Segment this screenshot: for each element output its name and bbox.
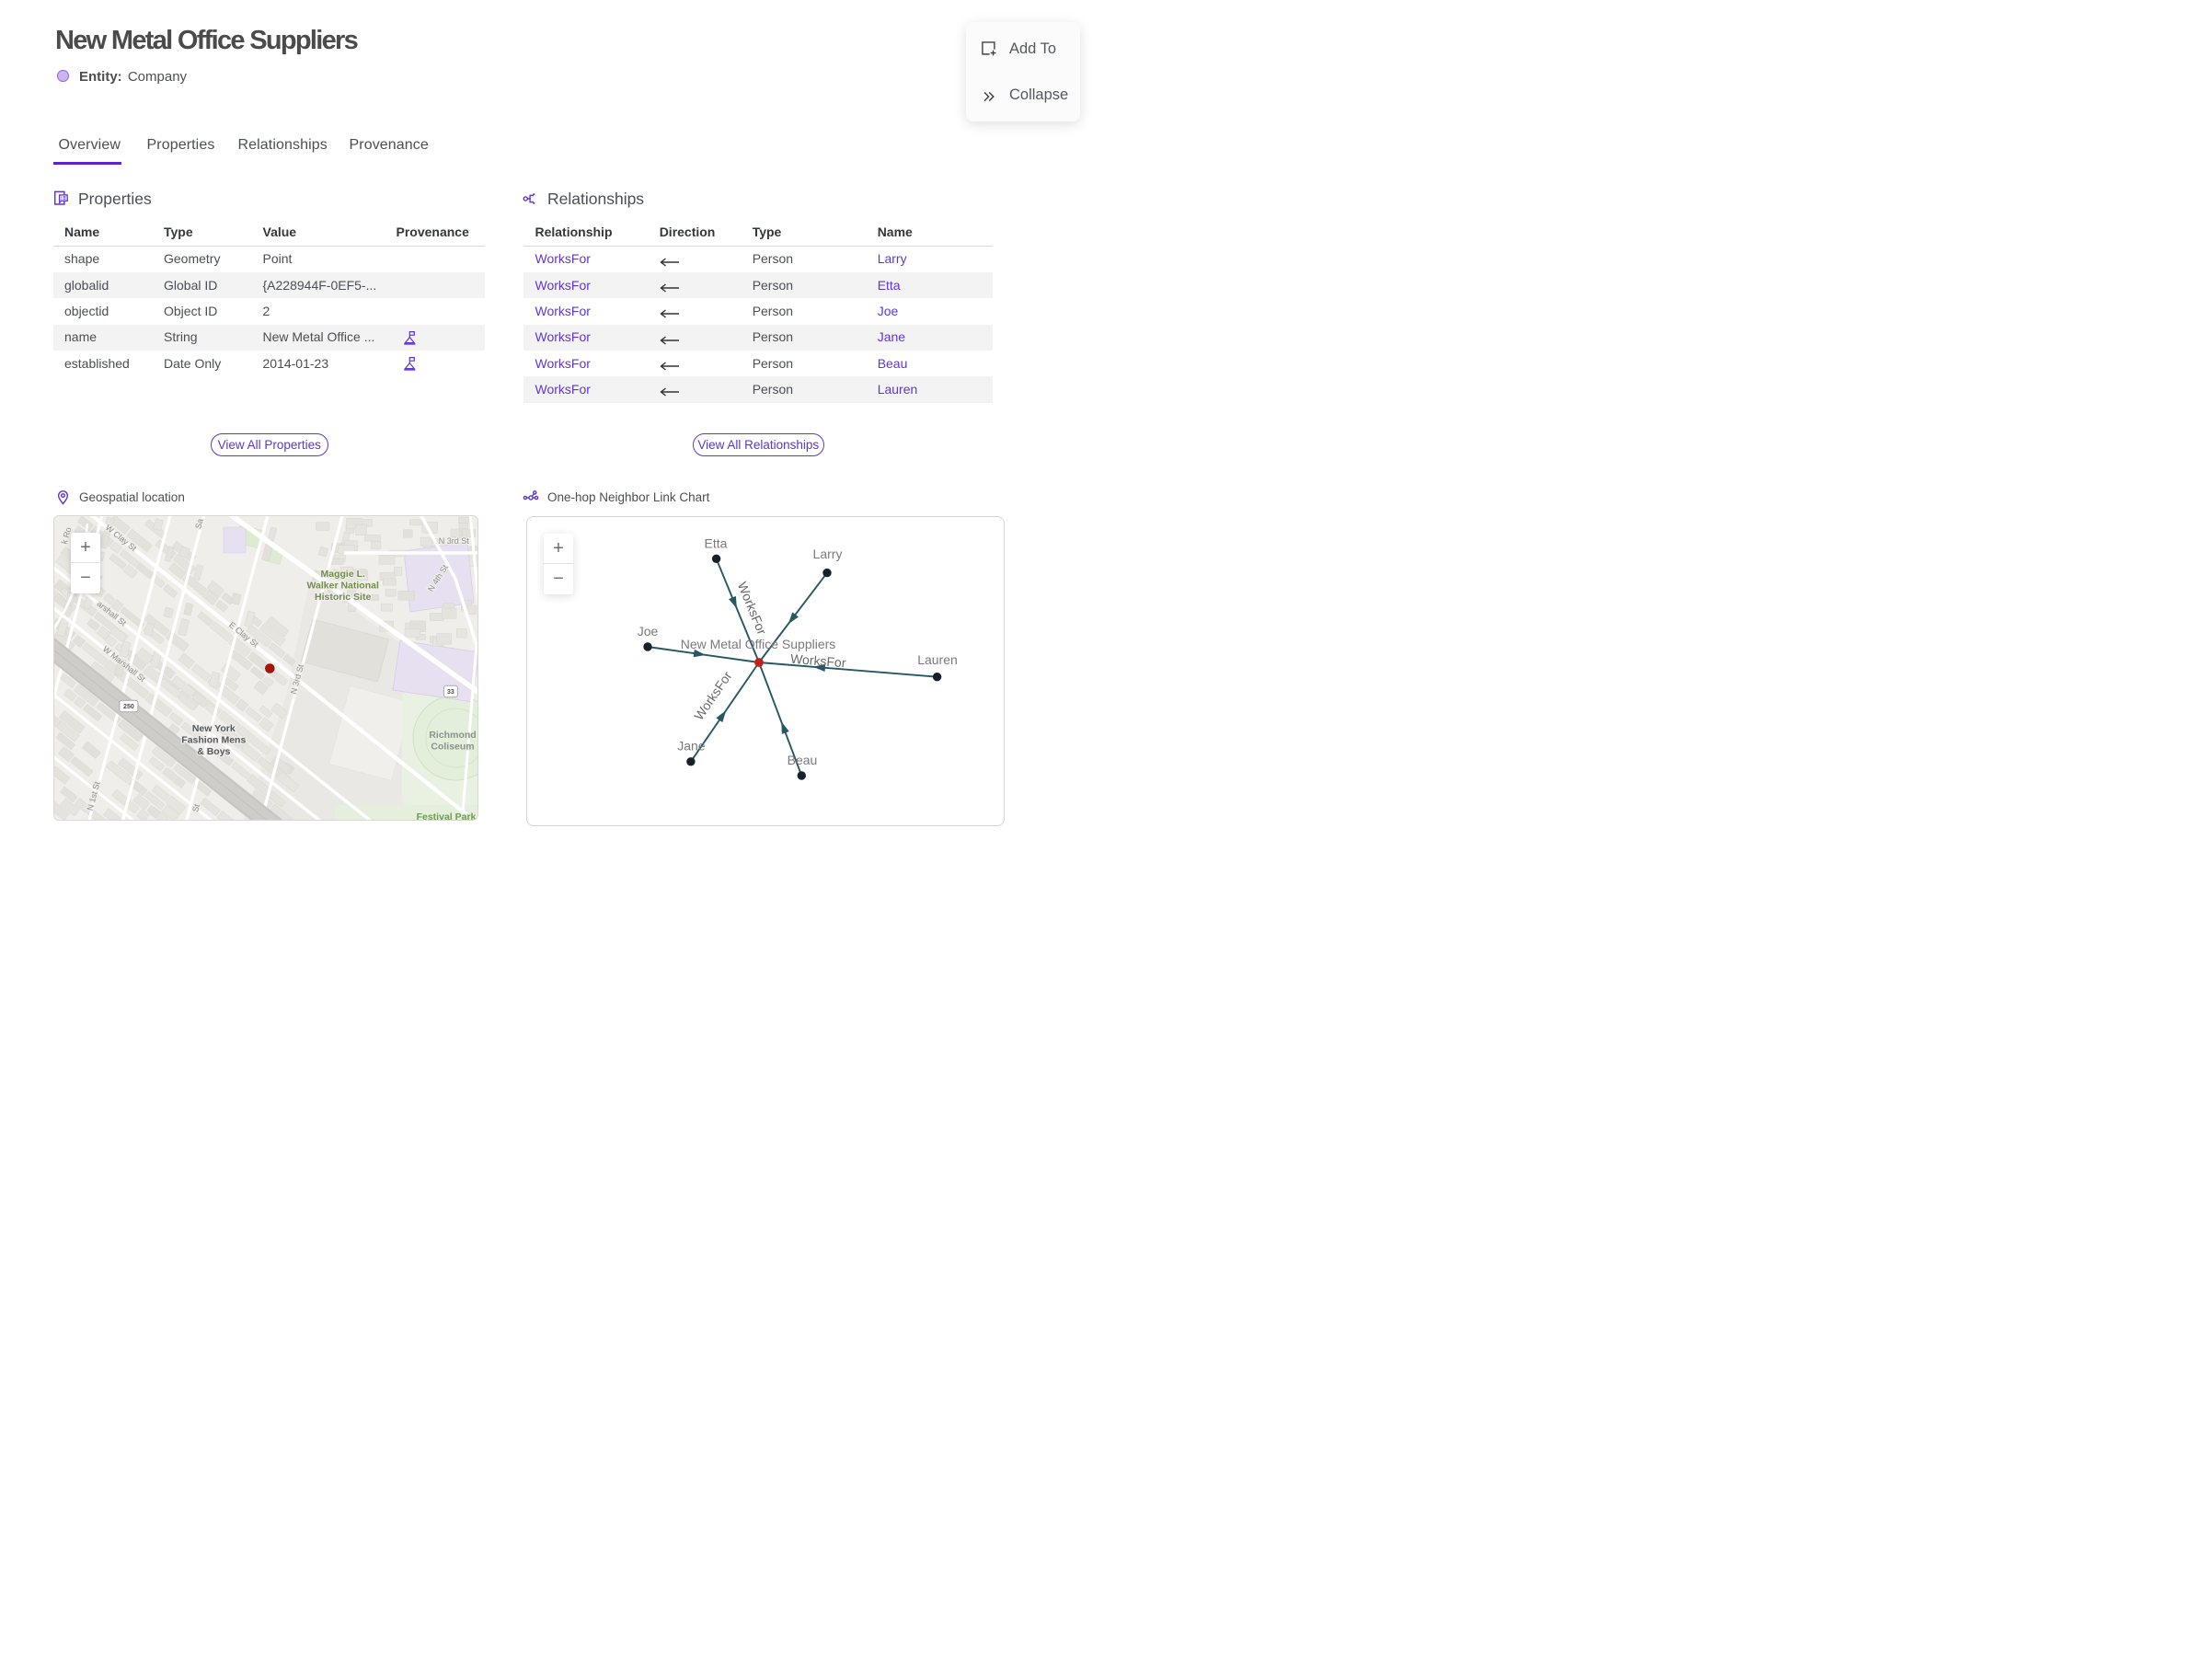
svg-text:Festival Park: Festival Park	[417, 811, 477, 821]
svg-text:Historic Site: Historic Site	[315, 592, 371, 603]
svg-text:Walker National: Walker National	[307, 580, 379, 591]
svg-text:Joe: Joe	[638, 624, 659, 639]
svg-text:N 3rd St: N 3rd St	[439, 536, 470, 546]
svg-text:33: 33	[447, 689, 454, 696]
svg-text:Etta: Etta	[705, 536, 728, 551]
svg-text:Maggie L.: Maggie L.	[320, 569, 365, 580]
svg-text:WorksFor: WorksFor	[735, 580, 770, 637]
svg-text:Richmond: Richmond	[429, 730, 476, 741]
svg-text:New Metal Office Suppliers: New Metal Office Suppliers	[681, 637, 836, 651]
svg-text:Larry: Larry	[813, 547, 843, 561]
svg-text:& Boys: & Boys	[197, 746, 230, 757]
svg-text:Coliseum: Coliseum	[431, 741, 474, 752]
svg-text:Beau: Beau	[788, 753, 818, 767]
svg-text:WorksFor: WorksFor	[790, 651, 847, 671]
svg-text:Fashion Mens: Fashion Mens	[181, 734, 246, 745]
svg-text:Jane: Jane	[677, 739, 706, 754]
svg-text:Lauren: Lauren	[917, 652, 958, 667]
svg-text:WorksFor: WorksFor	[691, 668, 735, 722]
svg-text:New York: New York	[192, 723, 236, 734]
svg-text:Sa: Sa	[193, 517, 204, 529]
svg-text:250: 250	[123, 704, 134, 710]
